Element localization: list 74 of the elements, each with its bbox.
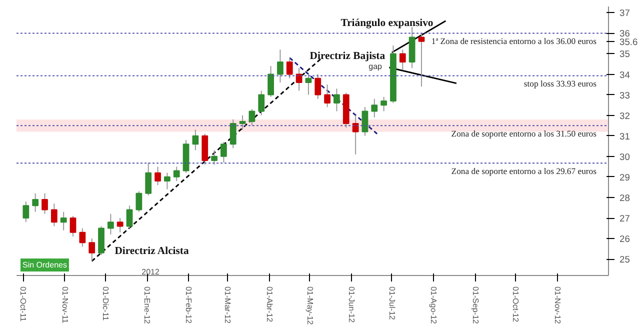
ref-line-label: Zona de soporte entorno a los 31.50 euros	[451, 128, 598, 139]
candlestick	[305, 74, 312, 96]
candlestick	[50, 203, 58, 227]
x-tick-label: 01-Dic-11	[100, 286, 110, 322]
x-tick-label: 01-Ene-12	[142, 286, 152, 324]
candlestick	[154, 166, 161, 186]
x-tick-label: 01-Nov-12	[552, 286, 562, 324]
candlestick	[42, 192, 48, 214]
ref-line-label: 1ª Zona de resistencia entorno a los 36.00 euros	[431, 36, 598, 46]
candlestick	[371, 98, 378, 118]
x-tick-label: 01-Feb-12	[184, 286, 194, 324]
x-tick-label: 01-Oct-11	[18, 286, 28, 322]
x-tick-label: 01-Ago-12	[429, 286, 438, 324]
candlestick	[230, 118, 236, 149]
y-tick-label: 29	[620, 172, 630, 182]
ref-line-label: Zona de soporte entorno a los 29.67 euros	[451, 166, 598, 176]
candlestick	[220, 142, 227, 164]
candlestick	[314, 74, 322, 100]
candlestick	[22, 201, 30, 223]
x-tick-label: 01-Nov-11	[60, 286, 70, 324]
candlestick	[173, 166, 180, 182]
candlestick	[192, 129, 199, 151]
annotation: Directriz Bajista	[310, 50, 386, 62]
annotation: Directriz Alcista	[114, 246, 190, 258]
x-tick-label: 01-Abr-12	[264, 286, 274, 323]
x-tick-label: 01-May-12	[305, 286, 314, 326]
candlestick	[116, 218, 124, 233]
y-tick-label: 35.6	[620, 36, 638, 47]
x-tick-label: 01-Mar-12	[223, 286, 232, 324]
y-tick-label: 30	[620, 152, 630, 162]
candlestick	[70, 215, 76, 237]
candlestick	[126, 205, 133, 229]
y-tick-label: 37	[620, 8, 630, 18]
candlestick	[277, 49, 284, 83]
candlestick	[79, 228, 86, 248]
candlestick	[286, 57, 293, 79]
y-tick-label: 26	[620, 234, 630, 244]
x-tick-label: 01-Oct-12	[511, 286, 520, 323]
annotation: Triángulo expansivo	[340, 18, 434, 30]
candlestick	[324, 84, 330, 108]
candlestick	[362, 106, 368, 136]
y-tick-label: 28	[620, 192, 630, 203]
candlestick	[239, 114, 246, 130]
candlestick	[334, 88, 340, 112]
x-tick-label: 01-Sep-12	[470, 286, 480, 324]
candlestick	[88, 238, 96, 262]
candlestick	[258, 90, 265, 116]
y-tick-label: 31	[620, 131, 630, 142]
y-tick-label: 25	[620, 254, 630, 265]
candlestick	[211, 150, 218, 166]
y-tick-label: 32	[620, 110, 630, 121]
ref-line-label: stop loss 33.93 euros	[524, 78, 598, 89]
annotation: gap	[368, 62, 383, 72]
candlestick	[352, 114, 359, 155]
candlestick	[268, 66, 274, 98]
y-tick-label: 27	[620, 214, 630, 224]
y-tick-label: 35	[620, 49, 630, 60]
x-tick-label: 01-Jul-12	[387, 286, 396, 320]
candlestick	[164, 172, 170, 190]
candlestick	[32, 192, 39, 212]
y-tick-label: 34	[620, 70, 630, 80]
candlestick	[418, 32, 425, 88]
x-tick-label: 01-Jun-12	[347, 286, 356, 324]
candlestick	[145, 162, 152, 196]
annotation: 2012	[142, 268, 160, 276]
candlestick	[248, 108, 256, 126]
annotation: Sin Ordenes	[22, 260, 67, 270]
candlestick	[399, 49, 406, 71]
candlestick	[60, 211, 67, 231]
y-tick-label: 33	[620, 90, 630, 100]
y-tick-label: 36	[620, 28, 630, 39]
candlestick	[380, 96, 387, 112]
candlestick	[107, 213, 114, 235]
candlestick	[136, 190, 142, 212]
